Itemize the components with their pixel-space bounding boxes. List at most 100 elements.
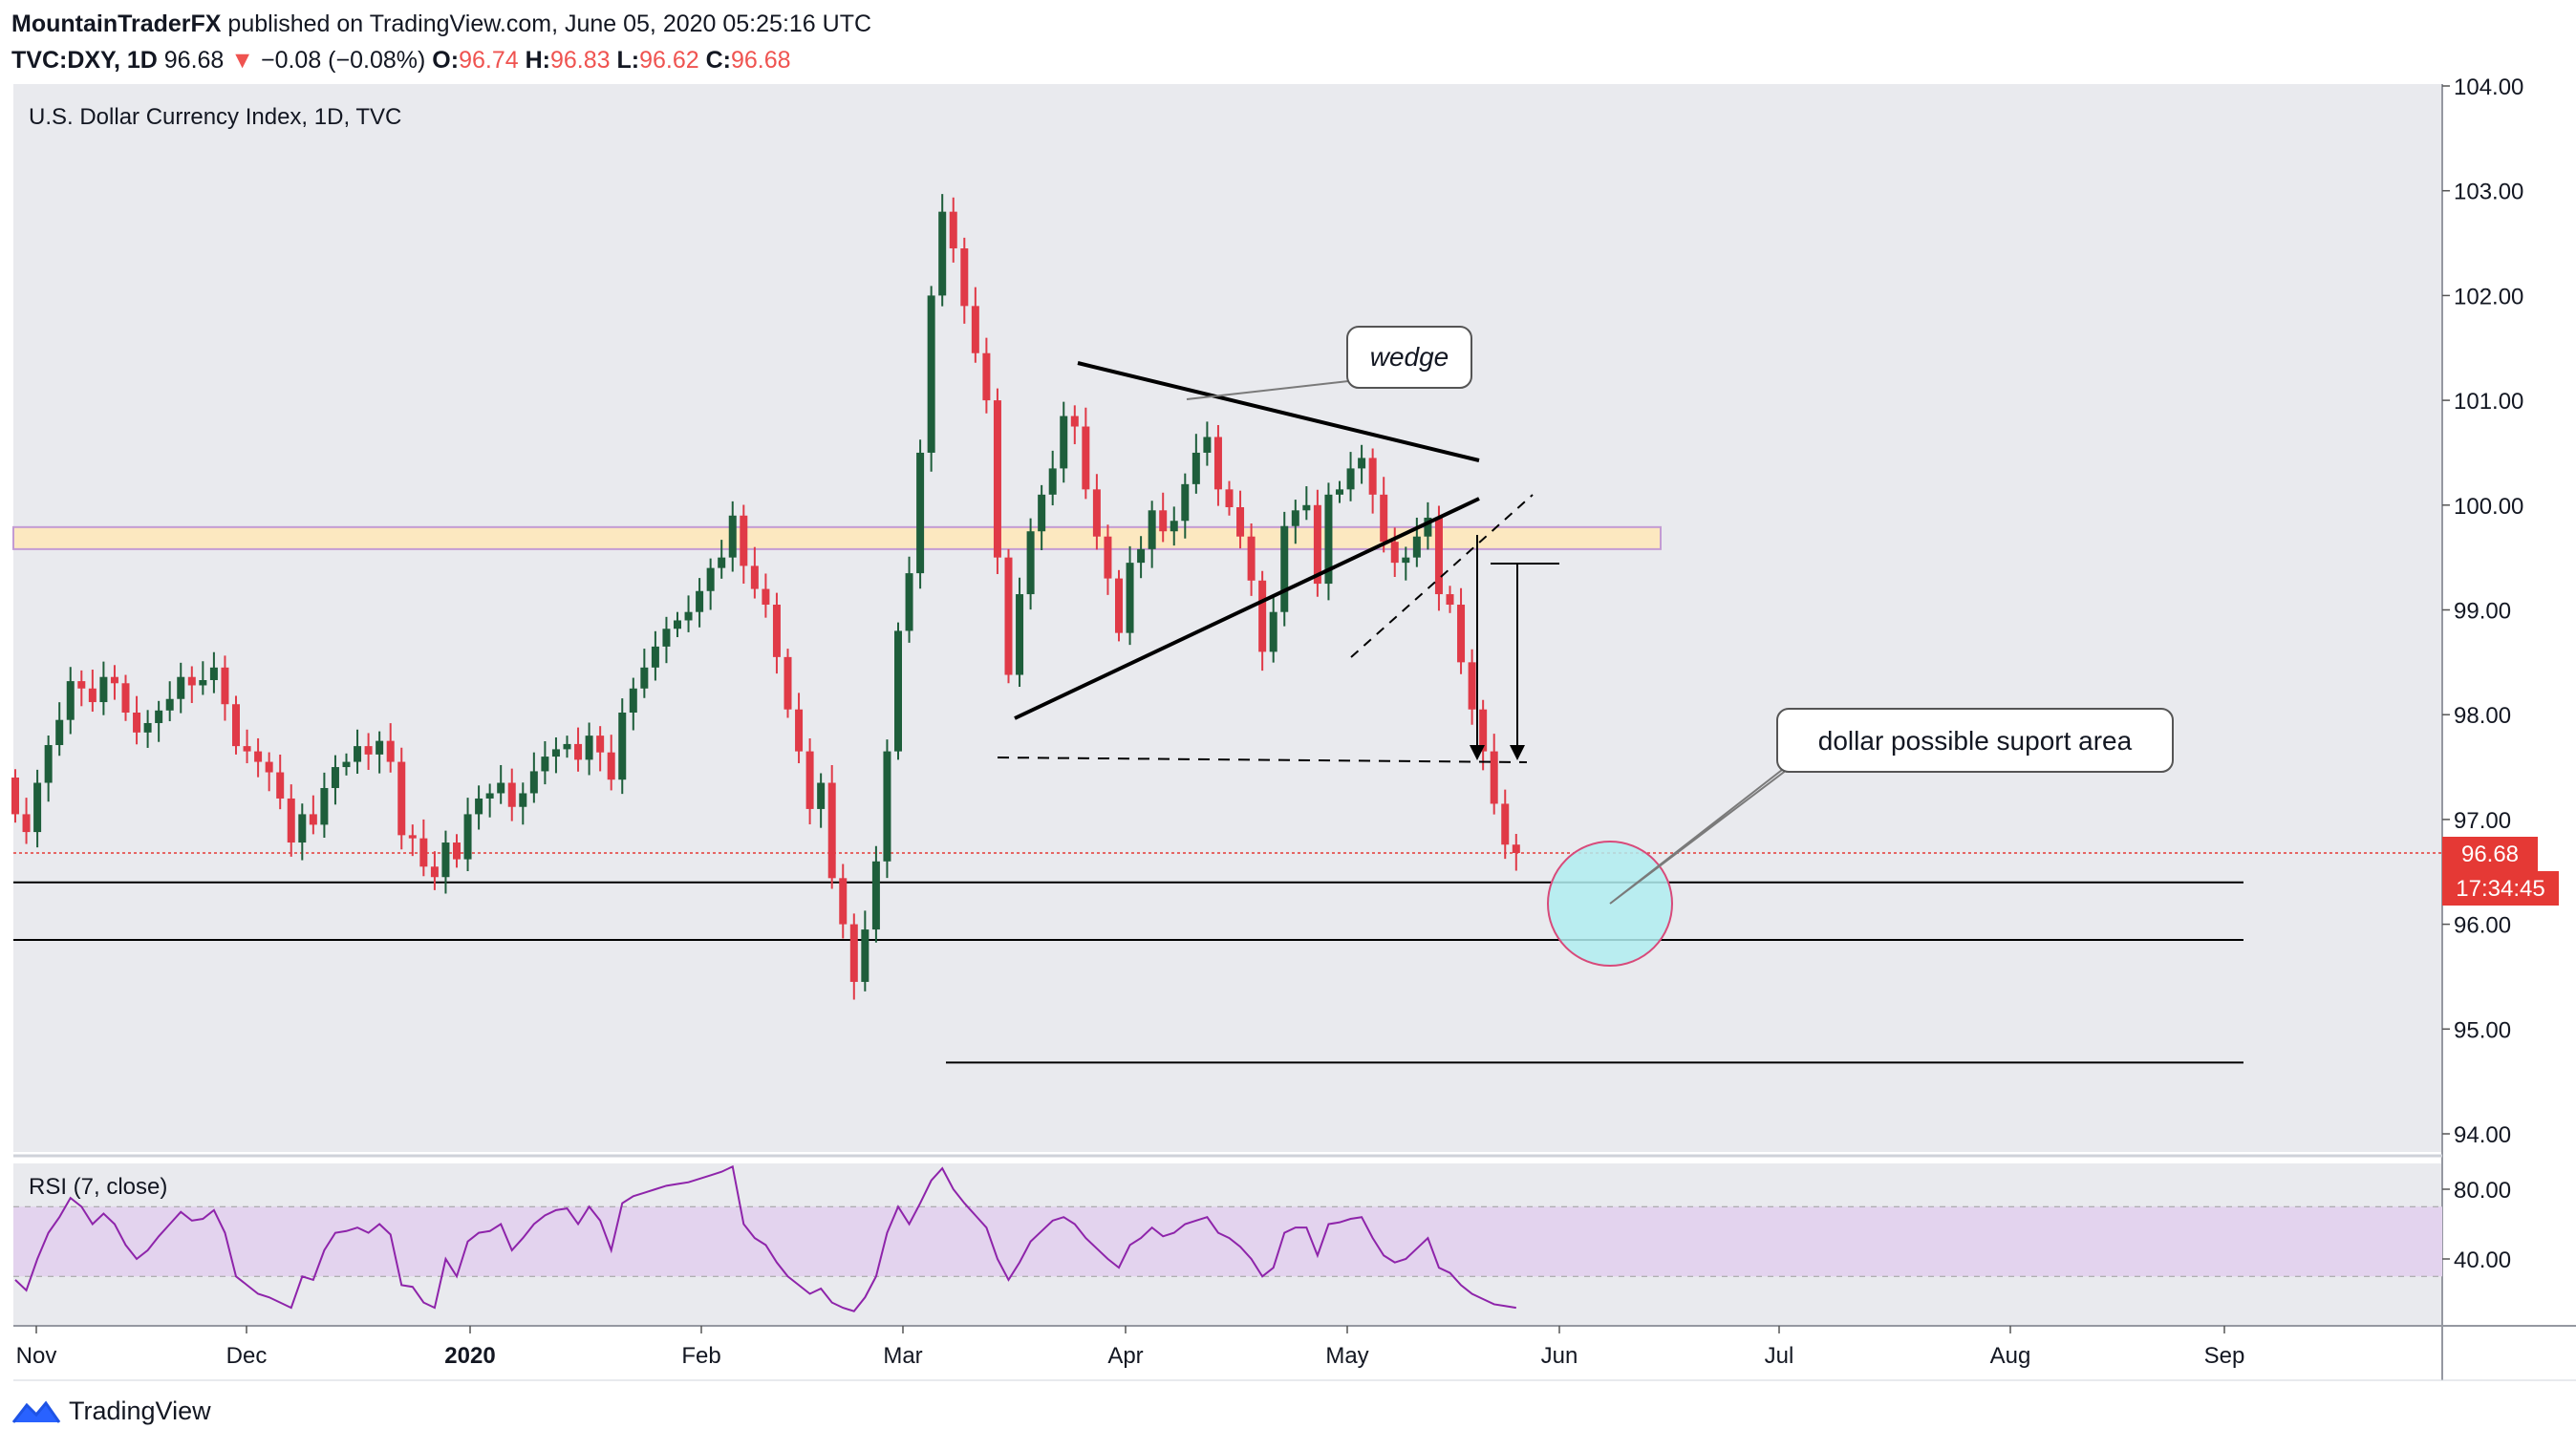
candle-body [1115, 578, 1123, 633]
candle-body [1380, 494, 1388, 543]
candle-body [33, 782, 42, 833]
price-tick-label: 104.00 [2454, 75, 2523, 100]
candle-body [607, 752, 615, 780]
price-tick-label: 101.00 [2454, 389, 2523, 415]
close-label: C: [705, 47, 731, 74]
wedge-lower-line[interactable] [1014, 497, 1480, 720]
time-tick-label: 2020 [444, 1343, 495, 1369]
candle-body [1026, 531, 1035, 595]
candle-body [209, 667, 218, 680]
price-tick-label: 96.00 [2454, 913, 2511, 939]
candle-body [718, 557, 726, 568]
candle-body [927, 295, 935, 453]
candle-body [221, 667, 229, 705]
price-tick-label: 102.00 [2454, 284, 2523, 309]
rsi-line[interactable] [14, 1164, 1516, 1312]
candle-body [674, 620, 681, 629]
candle-body [1070, 416, 1079, 427]
candle-body [1247, 536, 1256, 581]
rsi-band-layer [13, 1205, 2442, 1277]
candle-body [309, 814, 317, 825]
candle-body [651, 646, 659, 668]
candle-body [165, 698, 174, 711]
candle-body [1137, 548, 1146, 564]
arrow-head-2-icon [1510, 745, 1525, 760]
tradingview-logo-icon[interactable] [11, 1397, 61, 1426]
candle-body [22, 814, 31, 833]
candle-body [529, 771, 538, 794]
time-axis-labels: Nov Dec 2020 Feb Mar Apr May Jun Jul Aug Sep [16, 1326, 2244, 1369]
candle-body [662, 629, 671, 647]
last-price-box [2442, 837, 2538, 871]
last-price-tag: 96.68 17:34:45 [2442, 837, 2559, 906]
candle-body [1446, 594, 1454, 606]
candle-body [849, 924, 858, 982]
candle-body [1336, 489, 1343, 495]
price-tick-label: 98.00 [2454, 703, 2511, 729]
time-tick-label: Nov [16, 1343, 57, 1369]
candle-body [199, 679, 207, 686]
candle-body [618, 713, 627, 780]
candle-body [629, 688, 637, 714]
candle-body [551, 749, 560, 757]
candle-body [1512, 844, 1520, 854]
candle-body [916, 452, 925, 574]
price-tick-label: 103.00 [2454, 180, 2523, 205]
candle-body [762, 588, 770, 606]
candle-body [453, 842, 461, 860]
target-dashed-line[interactable] [997, 757, 1528, 763]
tradingview-brand[interactable]: TradingView [69, 1397, 211, 1425]
wedge-callout[interactable]: wedge [1186, 326, 1472, 400]
rsi-label: RSI (7, close) [29, 1174, 167, 1200]
candle-body [871, 861, 880, 930]
time-tick-label: May [1325, 1343, 1368, 1369]
candle-body [1060, 416, 1068, 469]
candle-body [287, 798, 295, 843]
candle-body [971, 306, 979, 353]
candle-body [563, 743, 571, 750]
support-callout[interactable]: dollar possible suport area [1609, 708, 2174, 905]
time-tick-label: Dec [226, 1343, 268, 1369]
symbol-label[interactable]: TVC:DXY, 1D [11, 47, 158, 74]
candle-body [1258, 580, 1267, 652]
last-price-text: 96.68 [2461, 842, 2519, 867]
price-scale[interactable] [2442, 84, 2576, 1326]
candle-body [121, 683, 130, 714]
candle-body [839, 878, 848, 925]
candle-body [430, 866, 439, 878]
candle-body [1368, 458, 1377, 495]
candle-body [706, 567, 715, 591]
candle-body [364, 746, 373, 755]
time-tick-label: Feb [681, 1343, 720, 1369]
down-arrow-icon: ▼ [230, 47, 255, 74]
candle-body [993, 400, 1001, 558]
candle-body [265, 761, 273, 773]
candle-body [485, 793, 494, 799]
candle-body [1148, 510, 1156, 549]
candle-body [187, 676, 196, 686]
candle-body [386, 740, 395, 762]
candle-body [331, 767, 339, 788]
rsi-tick-label: 40.00 [2454, 1247, 2511, 1273]
rsi-band [13, 1206, 2442, 1277]
candle-body [88, 688, 97, 703]
author-name[interactable]: MountainTraderFX [11, 11, 222, 37]
publish-text: published on TradingView.com, June 05, 2… [227, 11, 872, 37]
channel-dashed-line[interactable] [1350, 494, 1534, 658]
candle-body [276, 772, 285, 799]
wedge-callout-box[interactable] [1346, 326, 1472, 389]
price-tick-label: 97.00 [2454, 808, 2511, 834]
open-value: 96.74 [459, 47, 519, 74]
price-axis-labels: 104.00 103.00 102.00 101.00 100.00 99.00 98.00… [2442, 75, 2523, 1148]
candle-body [1038, 494, 1046, 532]
wedge-drawing[interactable] [997, 361, 1559, 763]
candle-body [696, 590, 704, 612]
candle-body [894, 630, 902, 752]
candle-body [805, 751, 814, 809]
wedge-upper-line[interactable] [1077, 361, 1480, 462]
candle-body [784, 656, 792, 710]
support-callout-box[interactable] [1776, 708, 2174, 773]
publish-info: MountainTraderFX published on TradingVie… [11, 6, 871, 42]
candle-body [1402, 557, 1410, 564]
